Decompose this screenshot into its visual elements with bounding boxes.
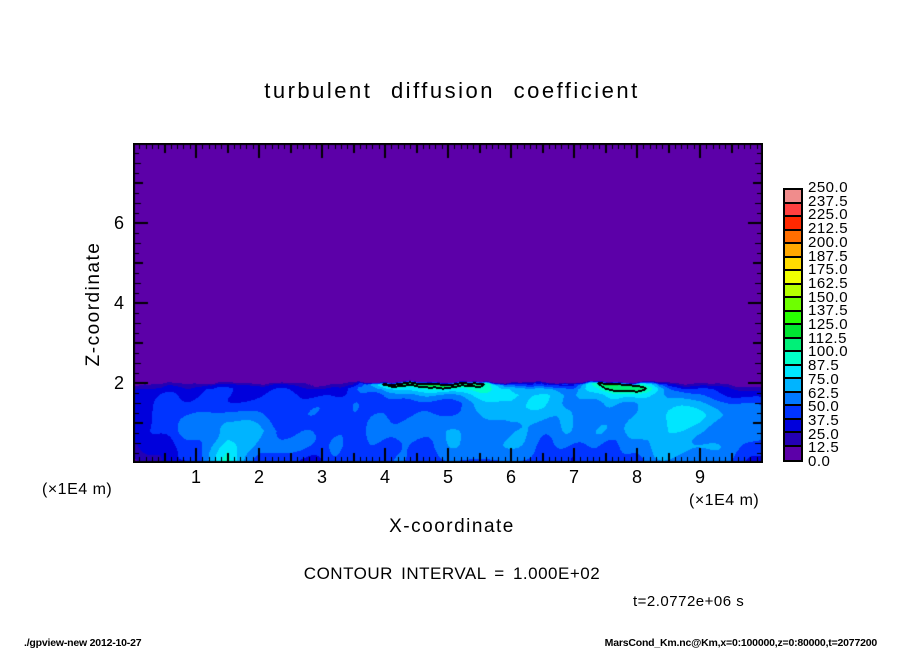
colorbar (783, 188, 803, 462)
colorbar-tick-label: 0.0 (808, 453, 831, 470)
colorbar-tick-label: 87.5 (808, 357, 840, 375)
colorbar-block (785, 257, 801, 271)
colorbar-tick-label: 37.5 (808, 411, 840, 429)
colorbar-tick-label: 162.5 (808, 274, 849, 292)
colorbar-tick-label: 62.5 (808, 384, 840, 402)
colorbar-block (785, 433, 801, 447)
colorbar-tick-label: 50.0 (808, 398, 840, 416)
colorbar-block (785, 392, 801, 406)
colorbar-tick-label: 75.0 (808, 370, 840, 388)
y-tick-label: 2 (113, 373, 124, 393)
colorbar-block (785, 365, 801, 379)
colorbar-tick-label: 187.5 (808, 247, 849, 265)
x-axis-label: X-coordinate (389, 516, 515, 537)
colorbar-tick-label: 225.0 (808, 206, 849, 224)
colorbar-block (785, 203, 801, 217)
x-tick-label: 4 (379, 467, 390, 487)
x-tick-label: 8 (631, 467, 642, 487)
x-tick-label: 7 (568, 467, 579, 487)
colorbar-tick-label: 137.5 (808, 302, 849, 320)
colorbar-tick-label: 212.5 (808, 220, 849, 238)
colorbar-tick-label: 125.0 (808, 316, 849, 333)
x-tick-label: 3 (316, 467, 327, 487)
colorbar-tick-label: 12.5 (808, 439, 840, 457)
colorbar-labels: 250.0 237.5 225.0 212.5 200.0 187.5 175.0 162.5… (808, 180, 858, 469)
x-tick-label: 1 (190, 467, 201, 487)
colorbar-block (785, 446, 801, 460)
colorbar-block (785, 338, 801, 352)
chart-title: turbulent diffusion coefficient (264, 78, 640, 103)
colorbar-tick-label: 175.0 (808, 261, 849, 279)
y-tick-label: 6 (113, 213, 124, 233)
colorbar-tick-label: 25.0 (808, 425, 840, 443)
colorbar-block (785, 406, 801, 420)
colorbar-tick-label: 237.5 (808, 192, 849, 210)
colorbar-tick-label: 200.0 (808, 233, 849, 251)
contour-interval-note: CONTOUR INTERVAL = 1.000E+02 (303, 564, 601, 583)
colorbar-block (785, 284, 801, 298)
colorbar-tick-label: 100.0 (808, 343, 849, 361)
plot-area (133, 143, 763, 463)
colorbar-block (785, 379, 801, 393)
footer-file-info-text: MarsCond_Km.nc@Km,x=0:100000,z=0:80000,t… (604, 637, 878, 649)
colorbar-block (785, 230, 801, 244)
y-tick-label: 4 (113, 293, 124, 313)
colorbar-tick-label: 150.0 (808, 288, 849, 306)
colorbar-block (785, 217, 801, 231)
colorbar-block (785, 419, 801, 433)
time-annotation: t=2.0772e+06 s (633, 593, 745, 610)
x-axis-unit-label: (×1E4 m) (689, 492, 760, 509)
y-axis-unit-label: (×1E4 m) (42, 481, 113, 498)
colorbar-block (785, 311, 801, 325)
colorbar-block (785, 352, 801, 366)
colorbar-block (785, 190, 801, 204)
footer-command-text: ./gpview-new 2012-10-27 (24, 637, 142, 649)
colorbar-tick-label: 250.0 (808, 179, 849, 196)
x-tick-label: 9 (694, 467, 705, 487)
colorbar-block (785, 244, 801, 258)
x-tick-label: 2 (253, 467, 264, 487)
colorbar-block (785, 271, 801, 285)
colorbar-block (785, 298, 801, 312)
colorbar-tick-label: 112.5 (808, 329, 847, 347)
x-tick-label: 5 (442, 467, 453, 487)
colorbar-block (785, 325, 801, 339)
x-tick-label: 6 (505, 467, 516, 487)
